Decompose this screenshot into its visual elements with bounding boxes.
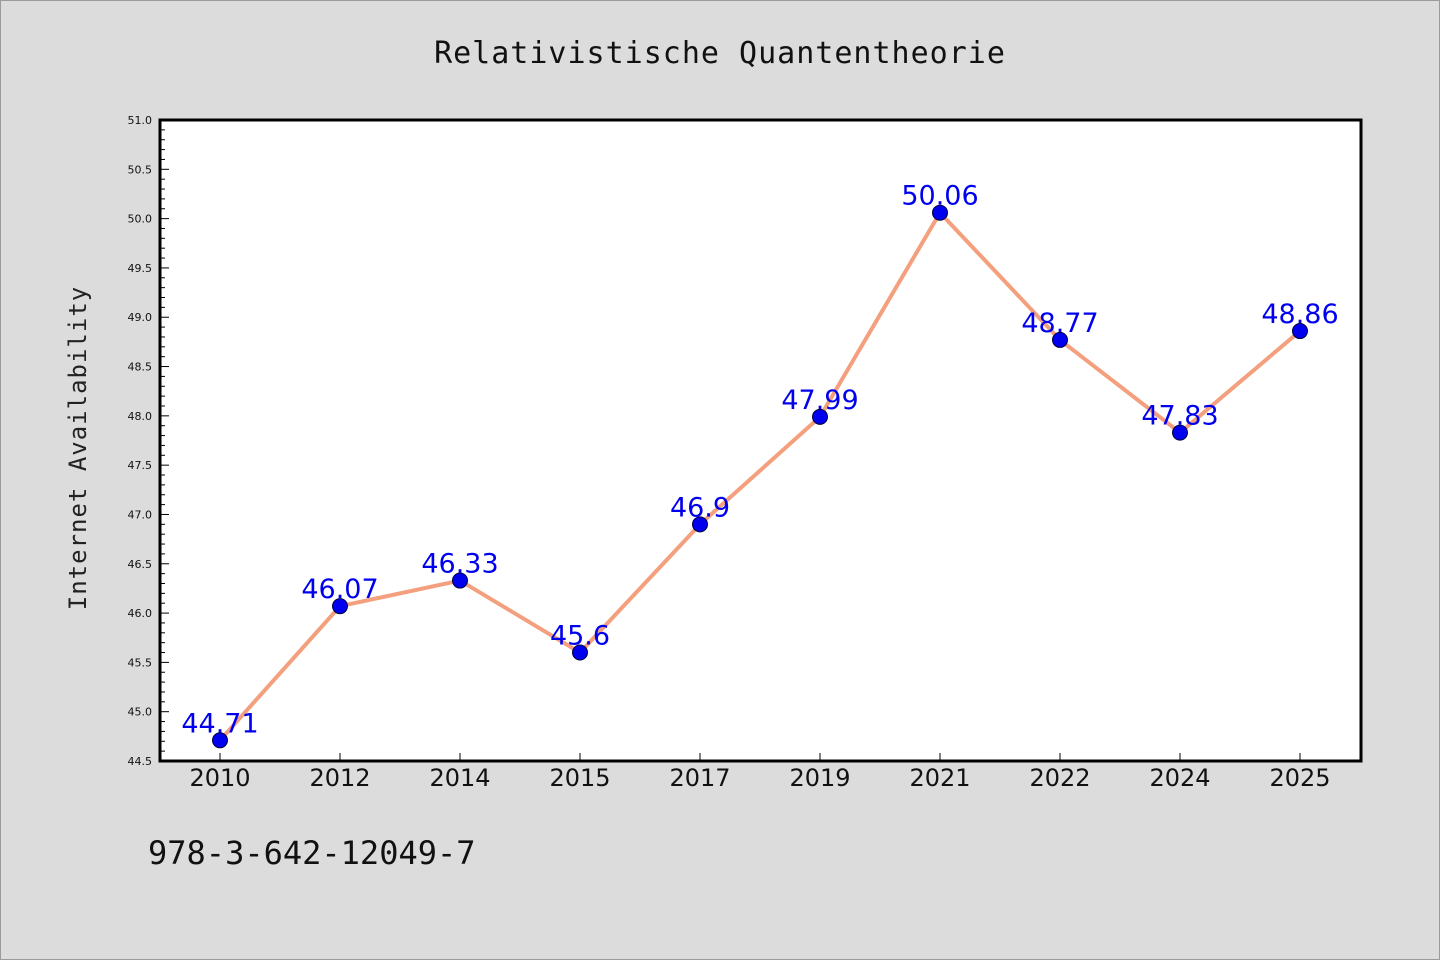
data-label: 48.86 [1261, 299, 1338, 330]
data-labels: 44.71 46.07 46.33 45.6 46.9 47.99 50.06 48.77 47… [181, 181, 1338, 740]
data-label: 47.99 [781, 385, 858, 416]
y-tick-label: 49.0 [128, 311, 153, 324]
y-tick-label: 47.0 [128, 508, 153, 521]
data-point [932, 204, 948, 221]
y-tick-label: 48.5 [128, 361, 153, 374]
data-point [332, 598, 348, 615]
x-tick-label: 2014 [429, 764, 490, 792]
data-label: 45.6 [550, 621, 610, 652]
footer-text: 978-3-642-12049-7 [148, 834, 476, 872]
x-tick-label: 2022 [1029, 764, 1090, 792]
y-tick-label: 46.0 [128, 607, 153, 620]
x-tick-label: 2025 [1269, 764, 1330, 792]
chart-title: Relativistische Quantentheorie [434, 36, 1006, 71]
x-tick-label: 2024 [1149, 764, 1210, 792]
data-label: 47.83 [1141, 401, 1218, 432]
data-label: 44.71 [181, 708, 258, 739]
y-tick-label: 48.0 [128, 410, 153, 423]
y-tick-label: 44.5 [128, 755, 153, 768]
x-tick-label: 2015 [549, 764, 610, 792]
data-markers [212, 204, 1308, 749]
y-tick-label: 51.0 [128, 114, 153, 127]
y-axis-label: Internet Availability [64, 286, 92, 610]
x-tick-label: 2019 [789, 764, 850, 792]
y-tick-label: 50.0 [128, 213, 153, 226]
x-tick-label: 2010 [189, 764, 250, 792]
x-tick-label: 2017 [669, 764, 730, 792]
data-point [572, 644, 588, 661]
y-axis: 44.5 45.0 45.5 46.0 46.5 47.0 47.5 48.0 48.5 49.0… [128, 114, 169, 768]
data-label: 46.33 [421, 549, 498, 580]
x-tick-label: 2012 [309, 764, 370, 792]
x-tick-label: 2021 [909, 764, 970, 792]
data-point [452, 572, 468, 589]
data-label: 46.9 [670, 492, 730, 523]
data-point [1172, 424, 1188, 441]
y-tick-label: 50.5 [128, 163, 153, 176]
y-tick-label: 47.5 [128, 459, 153, 472]
data-point [1052, 331, 1068, 348]
data-label: 46.07 [301, 574, 378, 605]
y-tick-label: 45.5 [128, 656, 153, 669]
plot-area [158, 118, 1363, 763]
x-axis: 2010 2012 2014 2015 2017 2019 2021 2022 2024 2025 [189, 753, 1331, 792]
data-point [692, 516, 708, 533]
y-tick-label: 46.5 [128, 558, 153, 571]
y-tick-label: 49.5 [128, 262, 153, 275]
data-point [812, 408, 828, 425]
data-point [212, 732, 228, 749]
data-label: 48.77 [1021, 308, 1098, 339]
data-label: 50.06 [901, 181, 978, 212]
series-line [218, 210, 1302, 742]
y-tick-label: 45.0 [128, 706, 153, 719]
data-point [1292, 323, 1308, 340]
